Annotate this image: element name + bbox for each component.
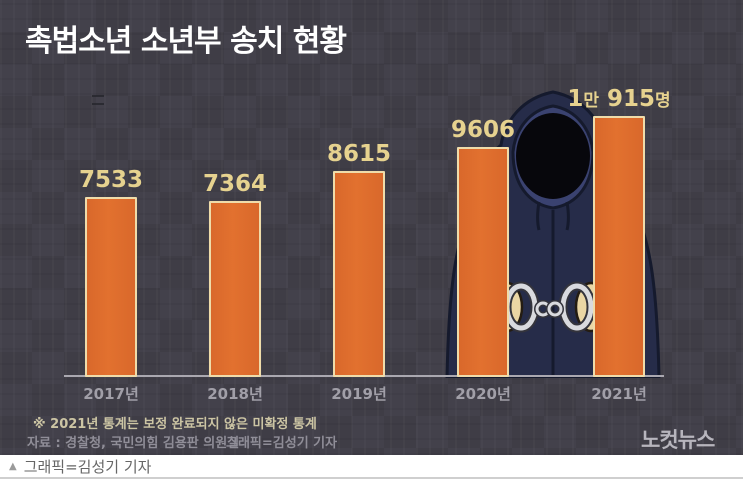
x-tick-label: 2017년	[83, 385, 139, 403]
anonymous-face	[516, 113, 590, 199]
bar-2020년	[457, 147, 509, 377]
bar-value-label: 9606	[450, 117, 515, 143]
x-tick-label: 2021년	[591, 385, 647, 403]
x-tick-label: 2019년	[331, 385, 387, 403]
x-tick-label: 2020년	[455, 385, 511, 403]
image-caption-text: 그래픽=김성기 기자	[23, 457, 152, 476]
chart-footnote: ※ 2021년 통계는 보정 완료되지 않은 미확정 통계	[33, 417, 317, 432]
bar-2019년	[333, 171, 385, 377]
chain-link	[547, 301, 563, 317]
caption-triangle-icon: ▲	[9, 460, 17, 472]
small-artifact-mark	[92, 95, 104, 105]
bar-2018년	[209, 201, 261, 377]
x-tick-label: 2018년	[207, 385, 263, 403]
bar-value-label: 1만 915명	[567, 86, 671, 112]
bar-value-label: 8615	[326, 141, 391, 167]
infographic-poster: 촉법소년 소년부 송치 현황	[0, 0, 743, 455]
image-caption-row: ▲ 그래픽=김성기 기자	[0, 455, 743, 477]
bar-2017년	[85, 197, 137, 377]
graphic-credit: 그래픽=김성기 기자	[226, 436, 338, 451]
hood-drawstring	[565, 201, 570, 231]
chart-title: 촉법소년 소년부 송치 현황	[25, 24, 347, 59]
data-source: 자료 : 경찰청, 국민의힘 김용판 의원실	[27, 436, 240, 451]
bar-value-label: 7364	[202, 171, 267, 197]
bar-value-label: 7533	[78, 167, 143, 193]
bar-2021년	[593, 116, 645, 377]
hood-drawstring	[536, 201, 541, 231]
nocut-news-logo: 노컷뉴스	[641, 428, 715, 452]
